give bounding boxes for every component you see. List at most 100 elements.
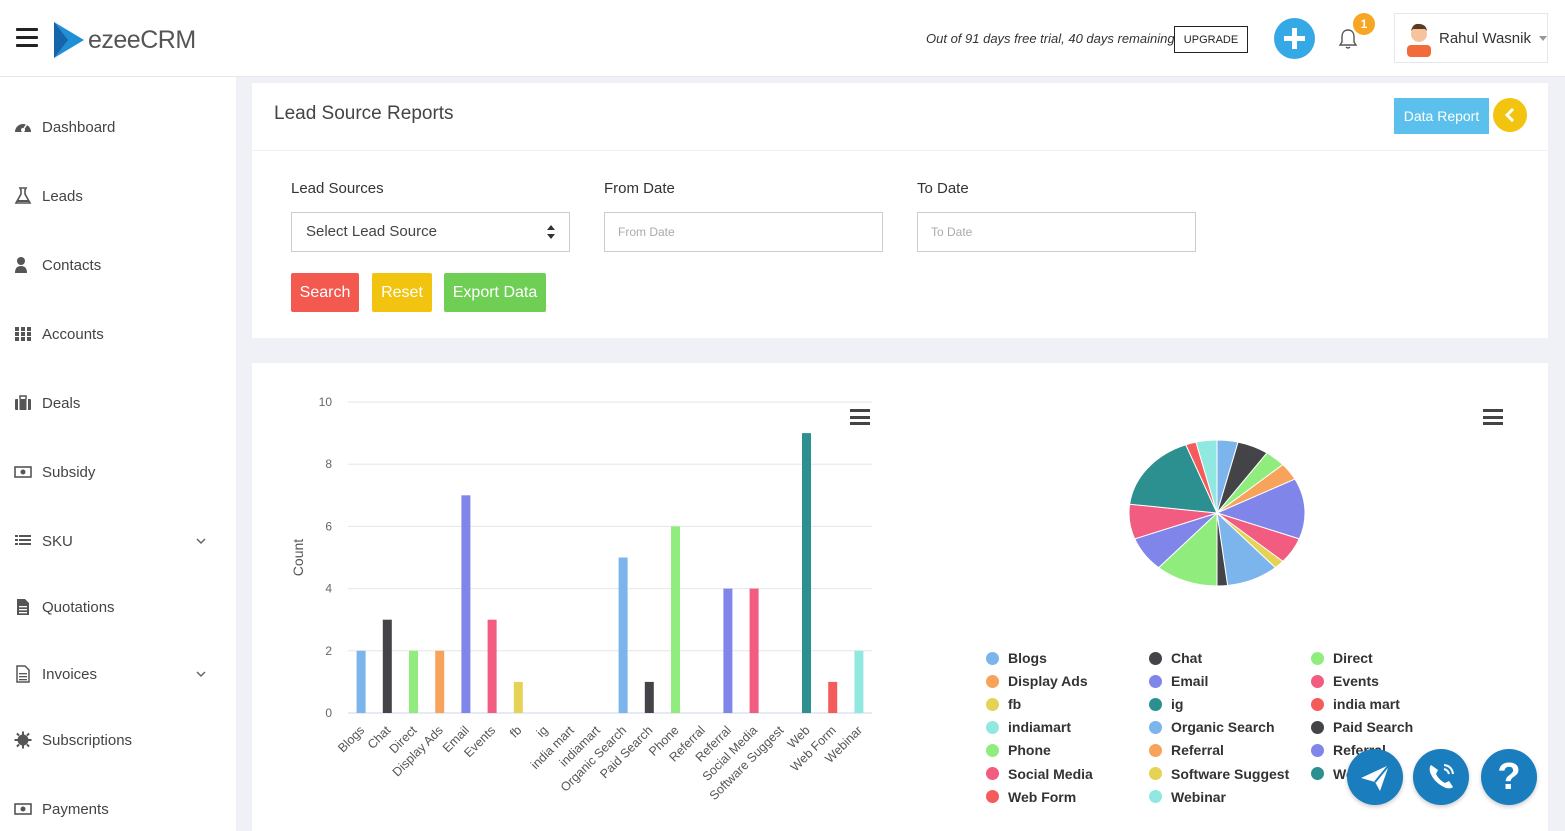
bar: [487, 619, 497, 713]
dashboard-icon: [15, 123, 31, 132]
sidebar-item-contacts[interactable]: Contacts: [0, 245, 236, 285]
call-button[interactable]: [1413, 749, 1469, 805]
data-report-button[interactable]: Data Report: [1394, 98, 1489, 134]
to-date-label: To Date: [917, 180, 969, 197]
sidebar-item-quotations[interactable]: Quotations: [0, 587, 236, 627]
sidebar-item-label: Subsidy: [42, 463, 96, 481]
legend-item[interactable]: indiamart: [986, 719, 1071, 735]
upgrade-button[interactable]: UPGRADE: [1174, 26, 1248, 53]
legend-item[interactable]: Blogs: [986, 650, 1047, 666]
legend-item[interactable]: ig: [1149, 696, 1183, 712]
hamburger-menu-icon[interactable]: [16, 28, 38, 48]
sidebar-item-label: Deals: [42, 394, 81, 412]
sidebar-item-label: Quotations: [42, 598, 115, 616]
legend-dot-icon: [1311, 767, 1324, 780]
legend-item[interactable]: Email: [1149, 673, 1208, 689]
legend-dot-icon: [1149, 790, 1162, 804]
quick-add-button[interactable]: [1274, 18, 1315, 59]
legend-label: Organic Search: [1171, 719, 1275, 736]
legend-dot-icon: [986, 767, 999, 780]
bar: [828, 681, 838, 713]
search-button[interactable]: Search: [291, 273, 359, 312]
x-tick-label: ig: [534, 723, 551, 740]
bar: [618, 557, 628, 713]
legend-dot-icon: [1149, 767, 1162, 780]
user-name: Rahul Wasnik: [1439, 29, 1531, 47]
pie-chart-menu-icon[interactable]: [1483, 409, 1503, 425]
phone-icon: [1429, 764, 1454, 789]
bar: [749, 588, 759, 713]
chevron-down-icon: [196, 538, 206, 545]
legend-item[interactable]: Phone: [986, 742, 1051, 758]
plus-icon: [1284, 28, 1305, 49]
document-icon: [17, 599, 29, 615]
legend-label: Events: [1333, 673, 1379, 690]
legend-item[interactable]: Webinar: [1149, 789, 1226, 805]
legend-item[interactable]: Organic Search: [1149, 719, 1275, 735]
legend-dot-icon: [986, 790, 999, 804]
legend-item[interactable]: india mart: [1311, 696, 1400, 712]
pie-slice[interactable]: [1157, 511, 1218, 587]
pie-slice[interactable]: [1215, 478, 1306, 540]
legend-label: Webinar: [1171, 788, 1226, 805]
export-data-button[interactable]: Export Data: [444, 273, 546, 312]
page-title: Lead Source Reports: [274, 103, 454, 124]
legend-dot-icon: [1311, 697, 1324, 711]
sidebar-item-label: Leads: [42, 187, 83, 205]
back-button[interactable]: [1493, 98, 1527, 132]
legend-label: Chat: [1171, 650, 1203, 666]
from-date-label: From Date: [604, 180, 675, 197]
legend-label: indiamart: [1008, 719, 1072, 736]
bar: [461, 495, 471, 713]
sidebar-item-payments[interactable]: Payments: [0, 789, 236, 829]
sidebar-item-label: Contacts: [42, 256, 102, 274]
y-tick-label: 0: [325, 706, 332, 720]
legend-label: Blogs: [1008, 650, 1047, 666]
legend-item[interactable]: Chat: [1149, 650, 1202, 666]
sidebar-item-accounts[interactable]: Accounts: [0, 314, 236, 354]
list-icon: [15, 535, 31, 545]
pie-slice[interactable]: [1129, 444, 1218, 514]
legend-item[interactable]: Display Ads: [986, 673, 1088, 689]
legend-item[interactable]: Web Form: [986, 789, 1076, 805]
bar: [671, 526, 680, 713]
to-date-input[interactable]: [917, 212, 1196, 252]
from-date-input[interactable]: [604, 212, 883, 252]
legend-item[interactable]: Events: [1311, 673, 1379, 689]
pie-slice[interactable]: [1195, 439, 1218, 514]
bar-chart-menu-icon[interactable]: [850, 409, 870, 425]
legend-item[interactable]: Paid Search: [1311, 719, 1413, 735]
sidebar-item-dashboard[interactable]: Dashboard: [0, 107, 236, 147]
gear-icon: [14, 731, 32, 749]
send-button[interactable]: [1347, 749, 1403, 805]
sidebar-item-invoices[interactable]: Invoices: [0, 654, 236, 694]
legend-label: Social Media: [1008, 765, 1093, 782]
sidebar-item-leads[interactable]: Leads: [0, 176, 236, 216]
bar: [723, 588, 733, 713]
sidebar-item-subscriptions[interactable]: Subscriptions: [0, 720, 236, 760]
app-logo[interactable]: ezeeCRM: [52, 20, 196, 60]
arrow-left-icon: [1504, 107, 1515, 123]
y-tick-label: 10: [319, 395, 333, 409]
sidebar-item-deals[interactable]: Deals: [0, 383, 236, 423]
reset-button[interactable]: Reset: [372, 273, 432, 312]
help-button[interactable]: ?: [1481, 749, 1537, 805]
user-menu[interactable]: Rahul Wasnik: [1394, 13, 1548, 63]
sidebar-item-label: SKU: [42, 532, 73, 550]
legend-dot-icon: [986, 743, 999, 757]
lead-source-select[interactable]: Select Lead Source: [291, 212, 570, 252]
notification-bell-icon[interactable]: [1336, 27, 1360, 51]
legend-item[interactable]: fb: [986, 696, 1021, 712]
bar: [435, 650, 445, 713]
legend-item[interactable]: Software Suggest: [1149, 766, 1289, 782]
legend-item[interactable]: Social Media: [986, 766, 1093, 782]
lead-sources-label: Lead Sources: [291, 180, 384, 197]
legend-item[interactable]: Direct: [1311, 650, 1373, 666]
sidebar-item-sku[interactable]: SKU: [0, 521, 236, 561]
legend-dot-icon: [1149, 651, 1162, 665]
legend-item[interactable]: Referral: [1149, 742, 1224, 758]
sidebar-item-label: Subscriptions: [42, 731, 133, 749]
sidebar-item-subsidy[interactable]: Subsidy: [0, 452, 236, 492]
logo-mark-icon: [54, 22, 84, 58]
